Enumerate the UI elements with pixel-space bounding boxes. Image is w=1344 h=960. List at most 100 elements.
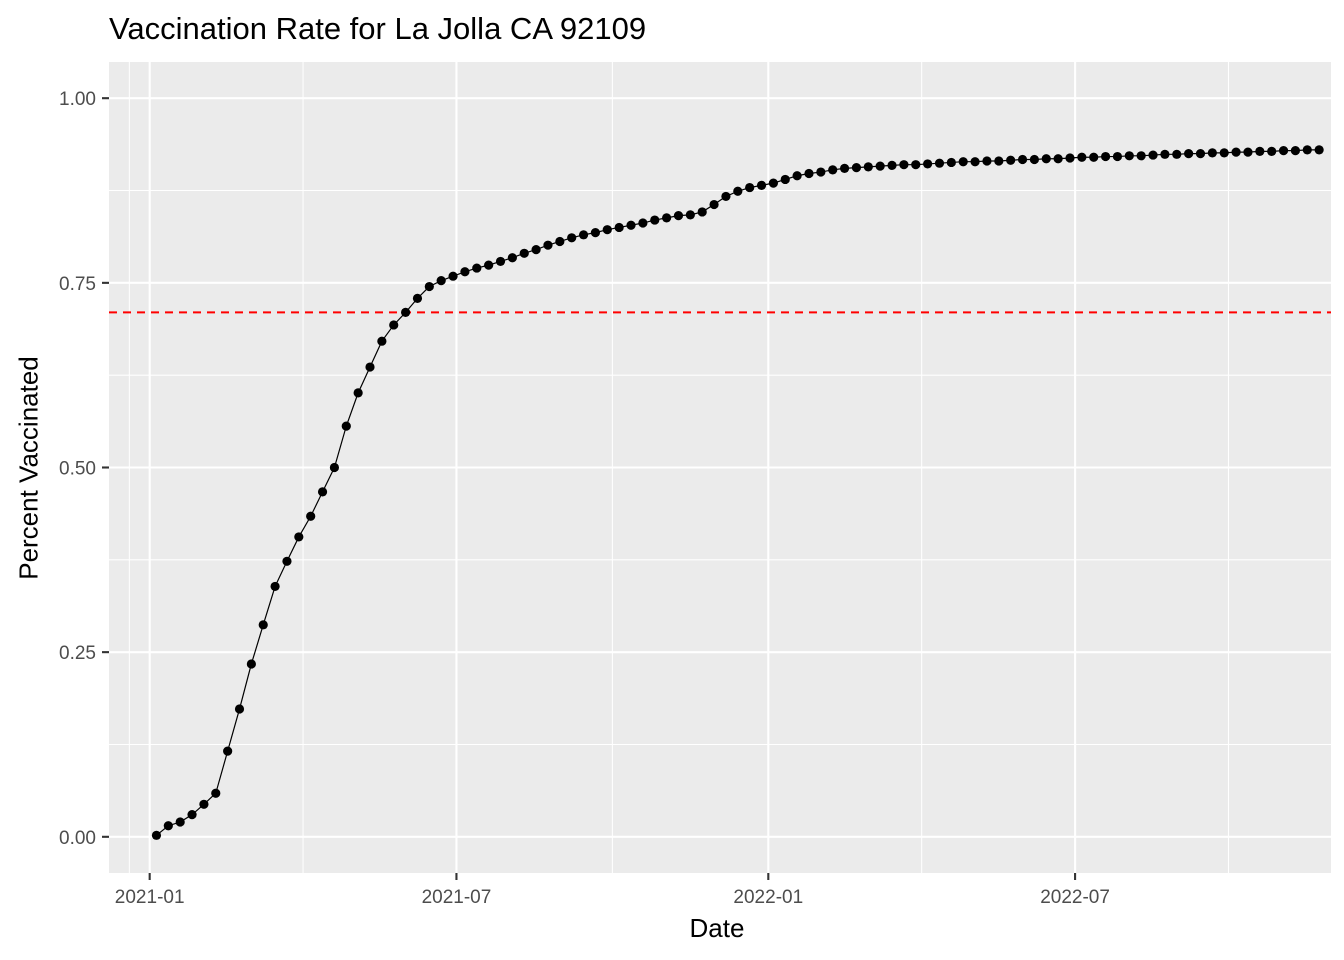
data-point [934,158,945,168]
data-point [1302,145,1312,155]
axis-layer: 0.00 0.25 0.50 0.75 1.00 2021-01 2021-07 2022-0… [59,89,1110,908]
data-point [911,160,921,170]
data-point [365,362,375,372]
x-axis-title: Date [689,913,745,943]
x-tick-label: 2021-01 [115,887,185,908]
data-point [662,213,672,223]
data-point [970,157,980,167]
data-point [211,788,221,798]
grid-major [109,62,1331,873]
data-point [1100,151,1111,162]
data-point [899,160,909,170]
data-point [602,225,612,235]
data-point [401,307,411,317]
data-point [1160,149,1170,159]
data-point [1172,149,1182,159]
data-point [294,532,304,542]
data-point [543,240,553,250]
data-point [756,180,767,190]
data-point [531,245,541,255]
data-point [270,581,280,592]
data-point [495,256,506,267]
data-point [721,191,731,202]
data-point [1207,148,1217,158]
data-point [1041,154,1051,164]
data-point [673,211,684,221]
data-point [341,421,351,431]
data-point [851,163,862,173]
data-point [1219,148,1229,158]
data-point [1148,150,1158,160]
data-point [567,233,577,243]
data-point [626,220,636,230]
data-point [234,704,245,714]
data-point [875,161,885,171]
data-point [863,162,873,172]
data-point [982,156,992,166]
data-point [780,174,790,185]
y-tick-label: 1.00 [59,89,96,110]
data-point [887,160,897,171]
data-point [828,165,838,175]
data-point [448,271,458,281]
data-point [638,218,648,228]
data-point [1278,146,1289,156]
data-point [958,157,968,167]
data-point [460,267,470,277]
data-point [484,260,494,270]
data-point [317,487,328,497]
data-point [436,276,446,286]
data-point [377,336,387,346]
data-point [1267,146,1277,156]
data-point [1136,151,1146,161]
data-point [163,821,173,831]
data-point [1184,148,1194,159]
data-point [389,320,399,330]
data-point [685,210,695,220]
x-tick-label: 2022-07 [1040,887,1110,908]
data-point [994,156,1004,166]
data-point [946,157,956,168]
data-point [282,556,292,566]
data-point [1243,147,1253,157]
data-point [329,462,340,473]
data-point [199,799,209,809]
data-point [839,163,850,173]
data-point [590,228,601,238]
data-point [472,263,482,273]
data-point [187,810,197,820]
y-axis-title: Percent Vaccinated [13,356,44,580]
data-point [578,230,589,240]
y-tick-label: 0.00 [59,828,96,849]
data-point [223,746,233,756]
data-point [555,236,565,247]
x-tick-label: 2022-01 [733,887,803,908]
data-point [745,182,755,193]
data-point [1017,154,1028,165]
data-point [816,167,826,177]
data-point [1029,154,1039,165]
data-point [1053,154,1063,164]
data-point [1255,146,1265,156]
data-point [306,511,316,521]
data-point [507,253,517,263]
data-point [412,293,423,303]
y-tick-label: 0.25 [59,643,96,664]
data-point [1006,155,1016,165]
data-point [1231,147,1241,157]
data-point [697,207,707,217]
y-tick-label: 0.50 [59,459,96,480]
data-point [175,817,185,827]
data-point [1290,146,1301,156]
data-point [519,248,529,258]
series-layer [151,145,1324,840]
data-point [1077,152,1087,162]
data-point [151,830,162,840]
data-point [733,186,743,196]
data-point [792,171,802,181]
y-tick-label: 0.75 [59,274,96,295]
data-point [424,281,434,292]
data-point [1195,148,1206,159]
data-point [804,168,814,179]
data-point [1314,145,1324,155]
